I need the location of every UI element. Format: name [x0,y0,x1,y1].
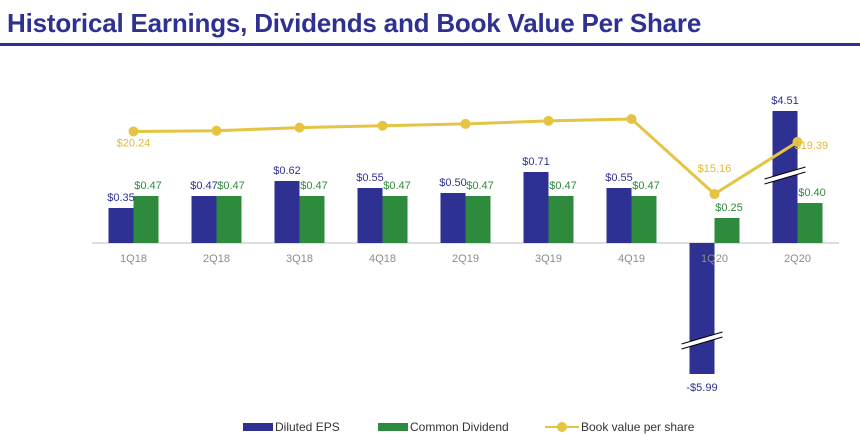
bar-diluted-eps-4q19 [606,188,632,243]
data-label-book-value: $15.16 [698,163,732,175]
bar-diluted-eps-4q18 [357,188,383,243]
legend-label-common-dividend: Common Dividend [410,420,509,434]
data-label-book-value: $19.39 [795,140,829,152]
point-book-value [543,115,554,126]
bar-diluted-eps-1q18 [108,208,134,243]
data-label-common-dividend: $0.47 [300,180,328,192]
data-label-diluted-eps: $0.55 [356,172,384,184]
point-book-value [626,114,637,124]
bar-common-dividend-1q18 [133,196,159,243]
legend-swatch-diluted-eps [243,423,273,431]
point-book-value [792,136,803,147]
data-label-common-dividend: $0.47 [134,180,162,192]
legend-item-diluted-eps: Diluted EPS [243,420,340,434]
data-label-common-dividend: $0.47 [549,180,577,192]
data-label-common-dividend: $0.47 [217,180,245,192]
bar-common-dividend-4q19 [631,196,657,243]
legend-label-book-value: Book value per share [581,420,695,434]
bar-common-dividend-1q20 [714,218,740,243]
data-label-common-dividend: $0.25 [715,202,743,214]
legend-item-common-dividend: Common Dividend [378,420,509,434]
bar-diluted-eps-2q19 [440,193,466,243]
axis-break-line [681,331,723,345]
bar-common-dividend-4q18 [382,196,408,243]
axis-break-line [764,171,806,185]
legend-swatch-book-value [545,422,579,432]
point-book-value [460,118,471,129]
point-book-value [294,122,305,133]
x-tick-label: 4Q19 [618,253,645,265]
axis-break-line [681,336,723,350]
bar-diluted-eps-3q18 [274,181,300,243]
data-label-diluted-eps: $0.71 [522,156,550,168]
bar-common-dividend-3q19 [548,196,574,243]
bar-diluted-eps-1q20 [689,243,715,374]
bar-diluted-eps-3q19 [523,172,549,243]
data-label-diluted-eps: $0.55 [605,172,633,184]
x-tick-label: 1Q20 [701,253,728,265]
data-label-diluted-eps: $4.51 [771,95,799,107]
data-label-common-dividend: $0.47 [466,180,494,192]
bar-common-dividend-2q20 [797,203,823,243]
data-label-diluted-eps: -$5.99 [686,382,717,394]
axis-break-gap [764,167,806,184]
x-tick-label: 3Q19 [535,253,562,265]
data-label-diluted-eps: $0.35 [107,192,135,204]
x-tick-label: 3Q18 [286,253,313,265]
data-label-diluted-eps: $0.50 [439,177,467,189]
legend-swatch-common-dividend [378,423,408,431]
legend-label-diluted-eps: Diluted EPS [275,420,340,434]
bar-common-dividend-2q18 [216,196,242,243]
x-tick-label: 2Q19 [452,253,479,265]
title-underline [0,43,860,46]
chart-legend: Diluted EPS Common Dividend Book value p… [0,420,860,436]
point-book-value [211,125,222,136]
x-tick-label: 1Q18 [120,253,147,265]
axis-break-line [764,166,806,180]
data-label-common-dividend: $0.47 [383,180,411,192]
legend-item-book-value: Book value per share [545,420,694,434]
point-book-value [377,120,388,131]
bar-diluted-eps-2q18 [191,196,217,243]
x-tick-label: 4Q18 [369,253,396,265]
bar-common-dividend-2q19 [465,196,491,243]
data-label-common-dividend: $0.47 [632,180,660,192]
data-label-diluted-eps: $0.62 [273,165,301,177]
data-label-diluted-eps: $0.47 [190,180,218,192]
data-label-book-value: $20.24 [117,137,151,149]
point-book-value [128,126,139,137]
x-tick-label: 2Q20 [784,253,811,265]
data-label-common-dividend: $0.40 [798,187,826,199]
x-tick-label: 2Q18 [203,253,230,265]
point-book-value [709,189,720,200]
page-title: Historical Earnings, Dividends and Book … [7,8,702,38]
axis-break-gap [681,332,723,349]
bar-common-dividend-3q18 [299,196,325,243]
